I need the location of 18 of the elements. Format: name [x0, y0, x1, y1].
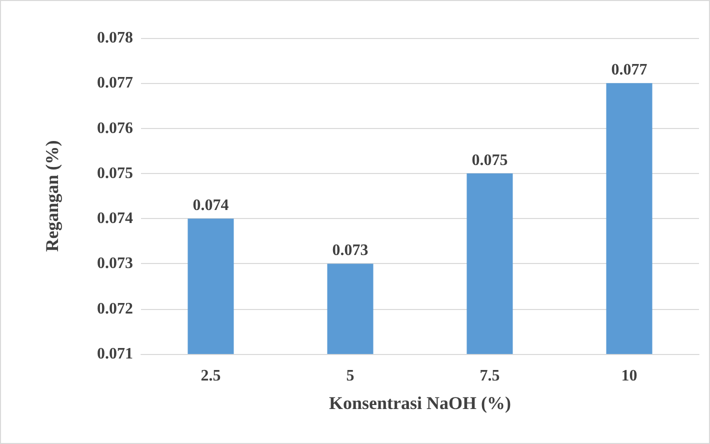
y-tick-label: 0.078 [97, 30, 133, 46]
y-tick-label: 0.073 [97, 255, 133, 272]
x-tick-label: 5 [346, 368, 354, 384]
y-tick-label: 0.076 [97, 120, 133, 137]
y-tick-label: 0.074 [97, 210, 133, 228]
y-tick-label: 0.071 [97, 346, 133, 362]
y-axis-title: Regangan (%) [42, 140, 62, 252]
x-axis-title: Konsentrasi NaOH (%) [329, 393, 511, 413]
y-tick-label: 0.072 [97, 300, 133, 318]
data-label: 0.074 [192, 197, 229, 214]
y-tick-label: 0.077 [97, 74, 133, 92]
data-label: 0.075 [472, 152, 508, 169]
data-label: 0.073 [332, 242, 368, 260]
y-tick-label: 0.075 [97, 164, 133, 182]
x-tick-label: 10 [621, 368, 638, 384]
data-label: 0.077 [611, 62, 648, 79]
x-tick-label: 7.5 [480, 368, 500, 384]
x-tick-label: 2.5 [200, 368, 221, 384]
